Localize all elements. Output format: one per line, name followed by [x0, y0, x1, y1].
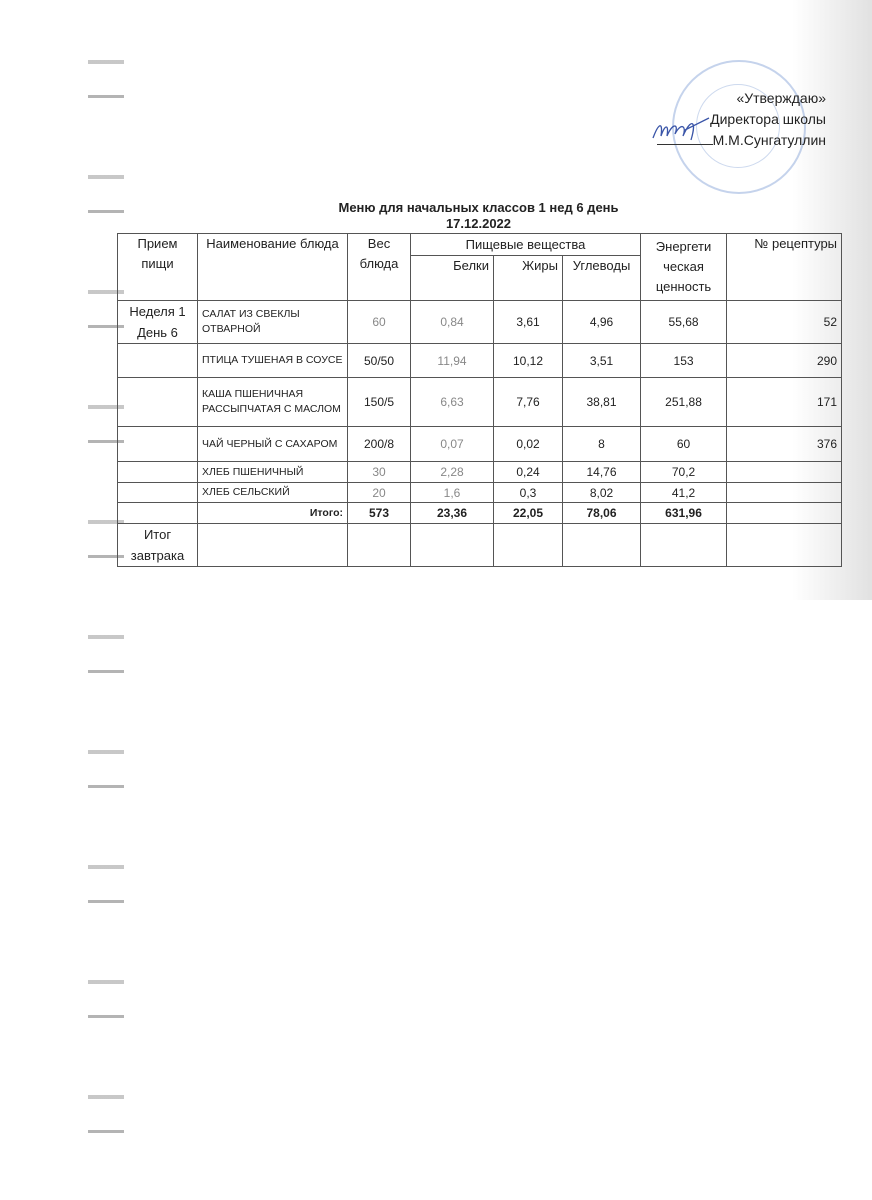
table-row: ХЛЕБ СЕЛЬСКИЙ 20 1,6 0,3 8,02 41,2	[117, 482, 843, 503]
dish-fats: 10,12	[493, 343, 563, 378]
dish-carbs: 4,96	[561, 300, 642, 344]
dish-name: ХЛЕБ ПШЕНИЧНЫЙ	[197, 461, 348, 483]
table-row: КАША ПШЕНИЧНАЯ РАССЫПЧАТАЯ С МАСЛОМ 150/…	[117, 377, 843, 427]
table-row: ПТИЦА ТУШЕНАЯ В СОУСЕ 50/50 11,94 10,12 …	[117, 343, 843, 378]
approval-block: «Утверждаю» Директора школы М.М.Сунгатул…	[652, 88, 826, 151]
menu-table: Прием пищи Наименование блюда Вес блюда …	[117, 233, 843, 567]
dish-energy: 60	[640, 426, 728, 462]
dish-weight: 200/8	[347, 426, 411, 462]
total-energy: 631,96	[640, 502, 728, 524]
dish-recipe	[726, 482, 843, 503]
dish-fats: 3,61	[493, 300, 563, 344]
dish-weight: 30	[347, 461, 411, 483]
empty-cell	[561, 523, 642, 567]
dish-carbs: 3,51	[561, 343, 642, 378]
meal-cell	[117, 377, 198, 427]
signature-icon	[652, 117, 709, 141]
document-title: Меню для начальных классов 1 нед 6 день …	[117, 200, 840, 232]
dish-name: САЛАТ ИЗ СВЕКЛЫ ОТВАРНОЙ	[197, 300, 348, 344]
breakfast-total-label: Итог завтрака	[117, 523, 198, 567]
dish-weight: 20	[347, 482, 411, 503]
dish-proteins: 0,07	[410, 426, 494, 462]
header-recipe: № рецептуры	[726, 233, 843, 301]
dish-proteins: 6,63	[410, 377, 494, 427]
approval-signer-line: М.М.Сунгатуллин	[652, 117, 826, 151]
dish-energy: 70,2	[640, 461, 728, 483]
total-proteins: 23,36	[410, 502, 494, 524]
dish-carbs: 8,02	[561, 482, 642, 503]
dish-carbs: 14,76	[561, 461, 642, 483]
meal-cell	[117, 502, 198, 524]
total-fats: 22,05	[493, 502, 563, 524]
signer-name: М.М.Сунгатуллин	[712, 132, 826, 148]
dish-recipe	[726, 461, 843, 483]
dish-name: ХЛЕБ СЕЛЬСКИЙ	[197, 482, 348, 503]
approval-position: Директора школы	[710, 111, 826, 127]
header-weight: Вес блюда	[347, 233, 411, 301]
table-row: ХЛЕБ ПШЕНИЧНЫЙ 30 2,28 0,24 14,76 70,2	[117, 461, 843, 483]
total-carbs: 78,06	[561, 502, 642, 524]
empty-cell	[726, 523, 843, 567]
dish-fats: 0,3	[493, 482, 563, 503]
dish-proteins: 2,28	[410, 461, 494, 483]
total-label: Итого:	[197, 502, 348, 524]
dish-carbs: 8	[561, 426, 642, 462]
table-row: Неделя 1 День 6 САЛАТ ИЗ СВЕКЛЫ ОТВАРНОЙ…	[117, 300, 843, 344]
dish-fats: 0,02	[493, 426, 563, 462]
dish-fats: 0,24	[493, 461, 563, 483]
table-row: ЧАЙ ЧЕРНЫЙ С САХАРОМ 200/8 0,07 0,02 8 6…	[117, 426, 843, 462]
menu-title: Меню для начальных классов 1 нед 6 день	[338, 200, 619, 215]
dish-weight: 50/50	[347, 343, 411, 378]
meal-cell	[117, 426, 198, 462]
dish-proteins: 11,94	[410, 343, 494, 378]
dish-energy: 41,2	[640, 482, 728, 503]
total-recipe	[726, 502, 843, 524]
meal-cell	[117, 343, 198, 378]
dish-energy: 55,68	[640, 300, 728, 344]
empty-cell	[197, 523, 348, 567]
dish-carbs: 38,81	[561, 377, 642, 427]
dish-recipe: 290	[726, 343, 843, 378]
header-carbs: Углеводы	[561, 255, 642, 301]
header-proteins: Белки	[410, 255, 494, 301]
dish-energy: 153	[640, 343, 728, 378]
header-fats: Жиры	[493, 255, 563, 301]
approval-heading: «Утверждаю»	[736, 90, 826, 106]
header-energy: Энергети ческая ценность	[640, 233, 728, 301]
dish-recipe: 376	[726, 426, 843, 462]
empty-cell	[640, 523, 728, 567]
meal-label: Неделя 1 День 6	[117, 300, 198, 344]
dish-proteins: 0,84	[410, 300, 494, 344]
dish-weight: 60	[347, 300, 411, 344]
dish-weight: 150/5	[347, 377, 411, 427]
meal-cell	[117, 482, 198, 503]
dish-recipe: 52	[726, 300, 843, 344]
dish-energy: 251,88	[640, 377, 728, 427]
header-dish: Наименование блюда	[197, 233, 348, 301]
scan-noise	[88, 0, 124, 1200]
meal-cell	[117, 461, 198, 483]
dish-name: КАША ПШЕНИЧНАЯ РАССЫПЧАТАЯ С МАСЛОМ	[197, 377, 348, 427]
menu-date: 17.12.2022	[445, 216, 512, 231]
signature-line	[652, 117, 713, 145]
dish-name: ПТИЦА ТУШЕНАЯ В СОУСЕ	[197, 343, 348, 378]
total-weight: 573	[347, 502, 411, 524]
empty-cell	[493, 523, 563, 567]
total-row: Итого: 573 23,36 22,05 78,06 631,96	[117, 502, 843, 524]
header-nutrients: Пищевые вещества	[409, 233, 642, 256]
dish-recipe: 171	[726, 377, 843, 427]
dish-proteins: 1,6	[410, 482, 494, 503]
header-meal: Прием пищи	[117, 233, 198, 301]
empty-cell	[410, 523, 494, 567]
dish-name: ЧАЙ ЧЕРНЫЙ С САХАРОМ	[197, 426, 348, 462]
dish-fats: 7,76	[493, 377, 563, 427]
breakfast-total-row: Итог завтрака	[117, 523, 843, 567]
empty-cell	[347, 523, 411, 567]
